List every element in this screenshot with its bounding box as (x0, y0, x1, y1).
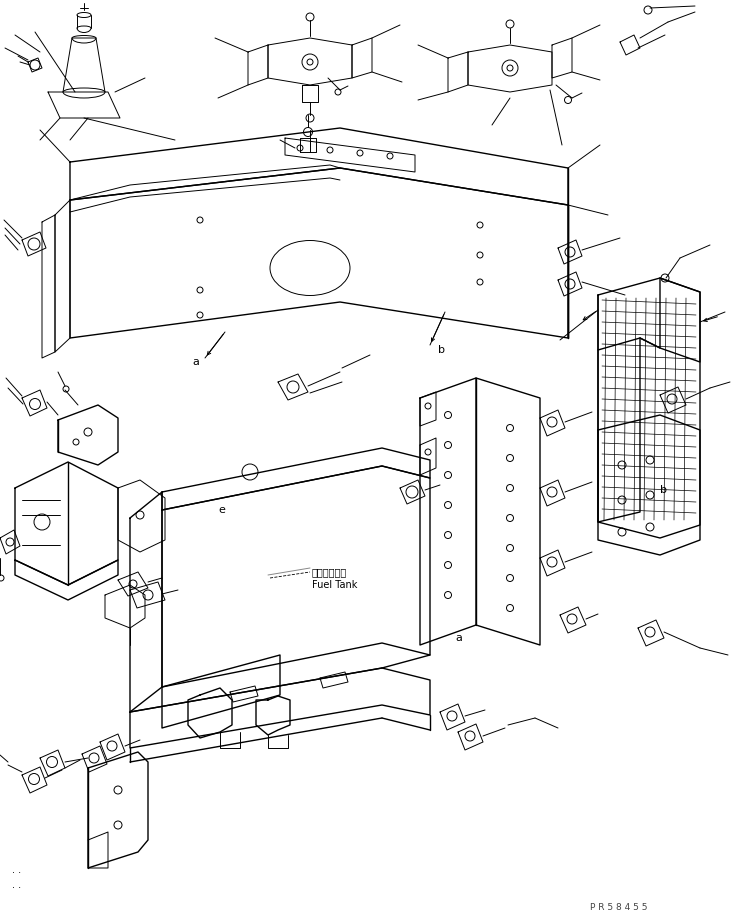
Text: . .: . . (12, 880, 21, 890)
Text: Fuel Tank: Fuel Tank (312, 580, 357, 590)
Text: a: a (192, 357, 200, 367)
Text: フェルタンク: フェルタンク (312, 567, 347, 577)
Text: . .: . . (12, 865, 21, 875)
Text: P R 5 8 4 5 5: P R 5 8 4 5 5 (590, 903, 647, 913)
Text: a: a (455, 633, 462, 643)
Text: b: b (438, 345, 445, 355)
Text: e: e (218, 505, 225, 515)
Text: b: b (660, 485, 667, 495)
